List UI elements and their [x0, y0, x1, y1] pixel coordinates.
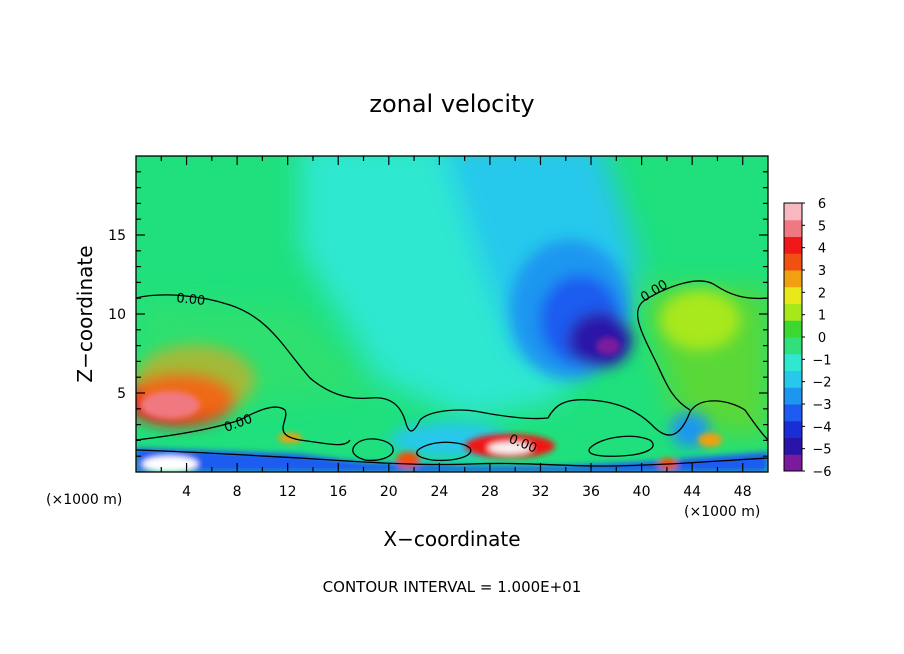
colorbar-swatch: [784, 353, 802, 371]
colorbar-tick-label: 6: [818, 197, 826, 212]
zero-contour-right: [636, 280, 768, 411]
x-tick-label: 12: [279, 484, 297, 500]
colorbar-swatch: [784, 270, 802, 288]
x-tick-label: 8: [233, 484, 242, 500]
x-tick-label: 28: [481, 484, 499, 500]
zero-contour-surface: [136, 449, 768, 467]
colorbar-swatch: [784, 337, 802, 355]
x-tick-label: 44: [683, 484, 701, 500]
x-tick-label: 36: [582, 484, 600, 500]
x-axis-label: X−coordinate: [383, 527, 520, 551]
colorbar-swatch: [784, 387, 802, 405]
colorbar: 6 5 4 3 2 1 0 −1 −2 −3 −4 −5 −6: [783, 197, 832, 480]
small-yellow-patch: [698, 433, 722, 447]
colorbar-swatch: [784, 320, 802, 338]
x-tick-label: 4: [182, 484, 191, 500]
colorbar-tick-label: 2: [818, 286, 826, 301]
surface-red-patch: [396, 452, 420, 468]
x-unit-left: (×1000 m): [46, 492, 122, 508]
colorbar-swatch: [784, 253, 802, 271]
colorbar-tick-label: −6: [812, 465, 831, 480]
colorbar-tick-label: −2: [812, 376, 831, 391]
x-tick-label: 40: [633, 484, 651, 500]
colorbar-tick-label: −4: [812, 420, 831, 435]
y-tick-label: 5: [117, 386, 126, 402]
y-axis-label: Z−coordinate: [73, 245, 97, 382]
zero-contour-upper: [136, 294, 768, 441]
colorbar-swatch: [784, 286, 802, 304]
x-axis-ticks: 4 8 12 16 20 24 28 32 36 40 44 48: [160, 156, 752, 500]
x-tick-label: 32: [532, 484, 550, 500]
x-tick-label: 24: [430, 484, 448, 500]
x-unit-right: (×1000 m): [684, 504, 760, 520]
colorbar-swatch: [784, 370, 802, 388]
y-tick-label: 10: [108, 307, 126, 323]
purple-minimum: [596, 337, 620, 355]
colorbar-tick-label: 3: [818, 264, 826, 279]
yellow-right-max: [660, 290, 740, 350]
surface-white-core: [488, 442, 532, 454]
colorbar-swatch: [784, 404, 802, 422]
surface-white-left: [142, 456, 198, 472]
colorbar-tick-label: 1: [818, 309, 826, 324]
y-axis-ticks: 5 10 15: [108, 171, 768, 457]
x-tick-label: 16: [329, 484, 347, 500]
x-tick-label: 20: [380, 484, 398, 500]
zero-contour-loop-2: [416, 441, 472, 462]
colorbar-swatch: [784, 437, 802, 455]
colorbar-swatch: [784, 303, 802, 321]
contour-interval-note: CONTOUR INTERVAL = 1.000E+01: [323, 578, 582, 596]
y-tick-label: 15: [108, 228, 126, 244]
x-tick-label: 48: [734, 484, 752, 500]
chart-title: zonal velocity: [369, 90, 534, 118]
colorbar-tick-label: 5: [818, 219, 826, 234]
colorbar-tick-label: 4: [818, 242, 826, 257]
zero-contour-loop-3: [588, 435, 654, 457]
colorbar-swatch: [784, 420, 802, 438]
colorbar-tick-label: −3: [812, 398, 831, 413]
colorbar-tick-label: 0: [818, 331, 826, 346]
heatmap-field: [136, 156, 768, 472]
zero-contour-loop-1: [352, 438, 394, 462]
colorbar-tick-label: −1: [812, 353, 831, 368]
pink-left-max: [140, 391, 200, 419]
small-orange-patch: [278, 433, 302, 443]
zero-contour-lower: [136, 406, 351, 446]
contour-lines: [136, 280, 768, 467]
colorbar-swatch: [784, 203, 802, 221]
colorbar-swatch: [784, 236, 802, 254]
colorbar-swatch: [784, 219, 802, 237]
colorbar-tick-label: −5: [812, 443, 831, 458]
contour-label-upper-left: 0.00: [176, 291, 206, 309]
colorbar-swatch: [784, 454, 802, 472]
